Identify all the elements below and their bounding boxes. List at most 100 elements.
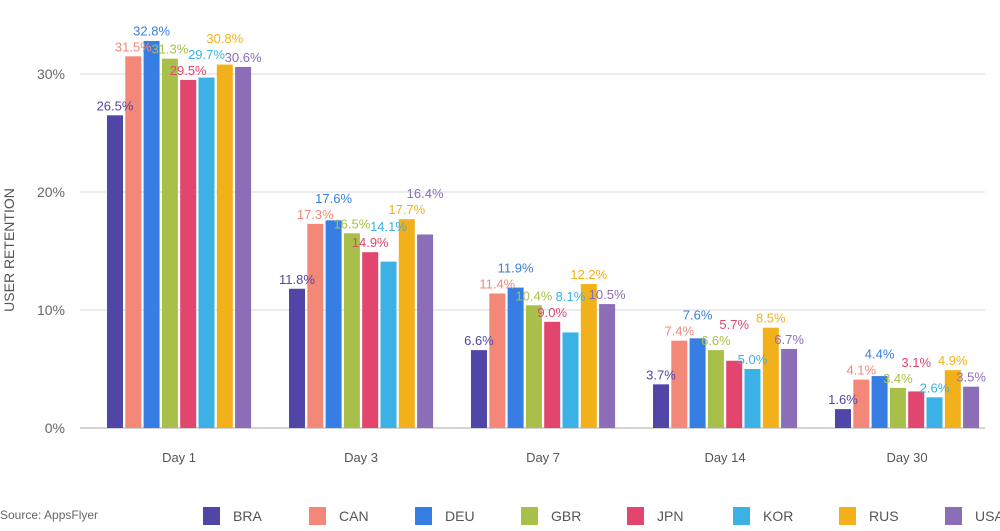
legend-swatch bbox=[415, 507, 432, 525]
y-tick-label: 20% bbox=[37, 184, 65, 200]
data-label: 4.4% bbox=[865, 347, 895, 362]
data-label: 8.5% bbox=[756, 311, 786, 326]
data-label: 5.0% bbox=[738, 352, 768, 367]
x-axis: Day 1 Day 3 Day 7 Day 14 Day 30 bbox=[162, 450, 928, 465]
bar-kor bbox=[198, 77, 215, 428]
bar-can bbox=[489, 293, 506, 428]
legend-label: JPN bbox=[657, 508, 683, 524]
bar-rus bbox=[216, 64, 233, 428]
legend-label: CAN bbox=[339, 508, 369, 524]
bar-deu bbox=[507, 287, 524, 428]
data-label: 1.6% bbox=[828, 392, 858, 407]
bar-usa bbox=[781, 348, 798, 428]
data-label: 8.1% bbox=[556, 289, 586, 304]
bar-can bbox=[125, 56, 142, 429]
legend-swatch bbox=[733, 507, 750, 525]
data-label: 3.1% bbox=[901, 355, 931, 370]
bar-rus bbox=[762, 327, 779, 428]
legend-swatch bbox=[309, 507, 326, 525]
legend-item-rus: RUS bbox=[839, 507, 899, 525]
legend-item-usa: USA bbox=[945, 507, 1000, 525]
bar-jpn bbox=[726, 360, 743, 428]
data-label: 3.7% bbox=[646, 367, 676, 382]
x-tick-label: Day 3 bbox=[344, 450, 378, 465]
legend-label: GBR bbox=[551, 508, 581, 524]
data-label: 31.5% bbox=[115, 39, 152, 54]
bar-kor bbox=[926, 397, 943, 428]
bar-jpn bbox=[362, 252, 379, 428]
bars bbox=[107, 40, 980, 429]
bar-usa bbox=[963, 386, 980, 428]
bar-can bbox=[307, 223, 324, 428]
bar-usa bbox=[599, 304, 616, 428]
bar-gbr bbox=[525, 305, 542, 428]
y-tick-label: 10% bbox=[37, 302, 65, 318]
legend-label: RUS bbox=[869, 508, 899, 524]
bar-jpn bbox=[908, 391, 925, 428]
data-label: 4.9% bbox=[938, 353, 968, 368]
data-label: 16.5% bbox=[333, 216, 370, 231]
y-tick-label: 0% bbox=[45, 420, 65, 436]
y-tick-label: 30% bbox=[37, 66, 65, 82]
legend-item-bra: BRA bbox=[203, 507, 262, 525]
legend-swatch bbox=[203, 507, 220, 525]
bar-can bbox=[671, 340, 688, 428]
data-label: 7.4% bbox=[664, 324, 694, 339]
data-label: 3.4% bbox=[883, 371, 913, 386]
bar-gbr bbox=[889, 387, 906, 428]
bar-kor bbox=[562, 332, 579, 428]
data-label: 10.4% bbox=[515, 288, 552, 303]
bar-deu bbox=[325, 220, 342, 428]
legend-label: USA bbox=[975, 508, 1000, 524]
bar-bra bbox=[107, 115, 123, 429]
bar-bra bbox=[471, 350, 487, 428]
bar-rus bbox=[944, 370, 961, 428]
data-label: 12.2% bbox=[570, 267, 607, 282]
data-label: 9.0% bbox=[537, 305, 567, 320]
bar-deu bbox=[689, 338, 706, 428]
data-label: 11.8% bbox=[279, 272, 315, 287]
data-labels: 26.5% 31.5%32.8% 31.3% 29.5%29.7%30.8% 30.6%… bbox=[97, 23, 987, 407]
data-label: 31.3% bbox=[151, 42, 188, 57]
bar-bra bbox=[835, 409, 851, 428]
data-label: 7.6% bbox=[683, 308, 713, 323]
legend-item-kor: KOR bbox=[733, 507, 793, 525]
data-label: 6.7% bbox=[774, 332, 804, 347]
legend: BRA CAN DEU GBR JPN KOR RUS USA bbox=[203, 507, 1000, 525]
bar-kor bbox=[380, 261, 397, 428]
legend-swatch bbox=[521, 507, 538, 525]
bar-usa bbox=[235, 66, 252, 429]
bar-deu bbox=[143, 40, 160, 429]
data-label: 11.9% bbox=[498, 260, 534, 275]
legend-swatch bbox=[627, 507, 644, 525]
bar-rus bbox=[398, 219, 415, 428]
legend-label: KOR bbox=[763, 508, 793, 524]
data-label: 30.6% bbox=[225, 50, 262, 65]
source-note: Source: AppsFlyer bbox=[0, 508, 98, 522]
data-label: 14.9% bbox=[352, 235, 389, 250]
x-tick-label: Day 7 bbox=[526, 450, 560, 465]
y-axis: 0% 10% 20% 30% bbox=[37, 66, 65, 436]
data-label: 10.5% bbox=[589, 287, 626, 302]
data-label: 2.6% bbox=[920, 380, 950, 395]
bar-jpn bbox=[544, 321, 561, 428]
x-tick-label: Day 1 bbox=[162, 450, 196, 465]
data-label: 14.1% bbox=[370, 219, 407, 234]
data-label: 17.6% bbox=[315, 191, 352, 206]
legend-swatch bbox=[839, 507, 856, 525]
data-label: 17.7% bbox=[388, 202, 425, 217]
legend-label: DEU bbox=[445, 508, 475, 524]
data-label: 29.5% bbox=[170, 63, 207, 78]
data-label: 30.8% bbox=[206, 31, 243, 46]
data-label: 6.6% bbox=[701, 333, 731, 348]
data-label: 16.4% bbox=[407, 186, 444, 201]
bar-bra bbox=[289, 288, 305, 428]
data-label: 17.3% bbox=[297, 207, 334, 222]
y-axis-label: USER RETENTION bbox=[1, 188, 17, 312]
data-label: 32.8% bbox=[133, 23, 170, 38]
legend-item-can: CAN bbox=[309, 507, 369, 525]
data-label: 11.4% bbox=[479, 276, 515, 291]
bar-kor bbox=[744, 369, 761, 428]
data-label: 5.7% bbox=[719, 317, 749, 332]
